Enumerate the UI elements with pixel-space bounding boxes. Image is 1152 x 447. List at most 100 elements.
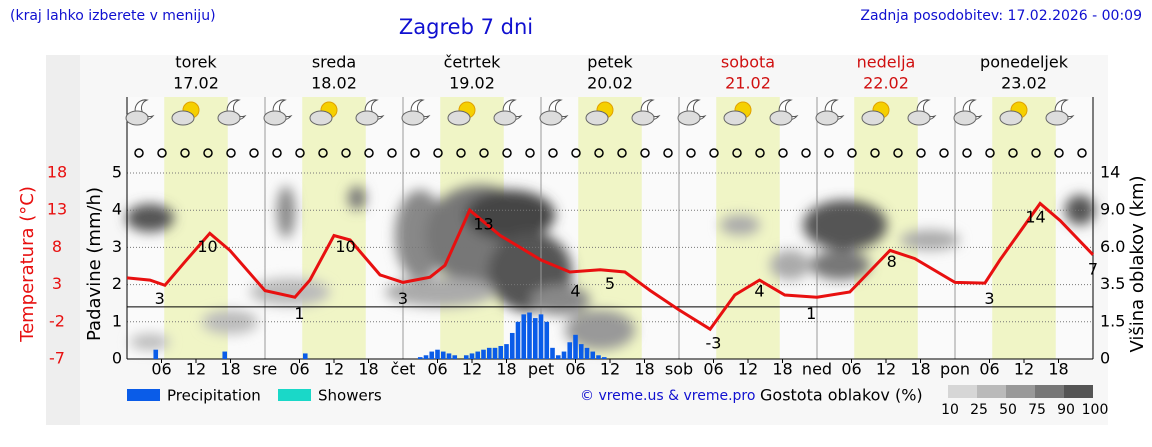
y2-tick-label: -2 [49, 311, 65, 330]
wind-calm [341, 148, 351, 158]
x-tick-label: 12 [1014, 360, 1034, 379]
cloud-icon [861, 110, 885, 126]
cloud-icon [723, 110, 747, 126]
legend-label: Showers [318, 387, 382, 405]
cloud-icon [631, 110, 655, 126]
day-date: 20.02 [587, 74, 633, 93]
cloud-scale-label: 75 [1028, 402, 1046, 418]
x-tick-label: pon [940, 360, 970, 379]
y3-tick-label: 9.0 [1100, 200, 1125, 219]
wind-calm [686, 148, 696, 158]
x-tick-label: 18 [496, 360, 516, 379]
precip-bar [538, 314, 544, 359]
y3-tick-label: 3.5 [1100, 274, 1125, 293]
precip-bar [550, 347, 555, 359]
precip-bar [544, 321, 550, 359]
precip-bar [601, 357, 607, 359]
wind-calm [295, 148, 305, 158]
menu-note: (kraj lahko izberete v meniju) [10, 8, 216, 24]
wind-calm [157, 148, 167, 158]
precip-bar [573, 334, 578, 359]
wind-calm [456, 148, 466, 158]
cloud-scale-box [1064, 385, 1093, 398]
day-date: 23.02 [1001, 74, 1047, 93]
wind-calm [640, 148, 650, 158]
daylight-band [302, 97, 366, 359]
chart-title: Zagreb 7 dni [399, 15, 533, 39]
wind-calm [594, 148, 604, 158]
wind-calm [571, 148, 581, 158]
cloud-icon [907, 110, 931, 126]
precip-bar [578, 344, 584, 359]
wind-calm [134, 148, 144, 158]
y3-axis-title: Višina oblakov (km) [1127, 175, 1148, 352]
cloud-scale-label: 50 [999, 402, 1017, 418]
temperature-label: -3 [706, 334, 722, 353]
precip-bar [515, 321, 521, 359]
day-name: torek [175, 53, 217, 72]
precip-bar [440, 351, 446, 359]
cloud-scale-box [1035, 385, 1064, 398]
x-tick-label: sre [253, 360, 277, 379]
cloud-icon [585, 110, 609, 126]
wind-calm [249, 148, 259, 158]
day-date: 19.02 [449, 74, 495, 93]
y2-tick-label: 3 [52, 274, 62, 293]
cloud-scale-label: 100 [1082, 402, 1109, 418]
temperature-line [126, 201, 1095, 332]
wind-calm [847, 148, 857, 158]
temperature-label: 3 [984, 289, 994, 308]
precip-bar [481, 349, 486, 359]
wind-calm [778, 148, 788, 158]
precip-bar [222, 351, 228, 359]
temperature-label: 4 [754, 282, 764, 301]
y3-tick-label: 14 [1100, 163, 1120, 182]
x-tick-label: ned [802, 360, 832, 379]
wind-calm [1008, 148, 1018, 158]
wind-calm [755, 148, 765, 158]
cloud-icon [263, 110, 287, 126]
wind-calm [180, 148, 190, 158]
wind-calm [387, 148, 397, 158]
y-tick-label: 0 [112, 349, 122, 368]
x-tick-label: 06 [979, 360, 999, 379]
y3-tick-label: 1.5 [1100, 311, 1125, 330]
y-tick-label: 5 [112, 163, 122, 182]
y-tick-label: 2 [112, 274, 122, 293]
x-tick-label: 12 [738, 360, 758, 379]
cloud-icon [953, 110, 977, 126]
cloud-icon [493, 110, 517, 126]
cloud-icon [815, 110, 839, 126]
legend-swatch [278, 389, 311, 401]
cloud-icon [125, 110, 149, 126]
cloud-icon [769, 110, 793, 126]
precip-bar [302, 353, 308, 359]
precip-bar [509, 332, 515, 359]
y3-tick-label: 6.0 [1100, 237, 1125, 256]
precip-bar [452, 355, 458, 359]
x-tick-label: 06 [289, 360, 309, 379]
cloud-scale-box [948, 385, 977, 398]
x-tick-label: 12 [600, 360, 620, 379]
precip-bar [475, 351, 481, 359]
cloud-icon [677, 110, 701, 126]
wind-calm [1054, 148, 1064, 158]
precip-bar [498, 345, 504, 359]
x-tick-label: 18 [910, 360, 930, 379]
cloud-icon [447, 110, 471, 126]
wind-calm [410, 148, 420, 158]
wind-calm [502, 148, 512, 158]
x-tick-label: 12 [462, 360, 482, 379]
cloud-scale-label: 90 [1057, 402, 1075, 418]
cloud-icon [539, 110, 563, 126]
day-date: 21.02 [725, 74, 771, 93]
legend-label: Precipitation [167, 387, 261, 405]
precip-bar [584, 347, 590, 359]
precip-bar [153, 349, 159, 359]
temperature-label: 1 [294, 304, 304, 323]
precip-bar [469, 353, 475, 359]
temperature-label: 14 [1025, 207, 1045, 226]
wind-calm [479, 148, 489, 158]
wind-calm [548, 148, 558, 158]
precip-bar [596, 355, 601, 359]
